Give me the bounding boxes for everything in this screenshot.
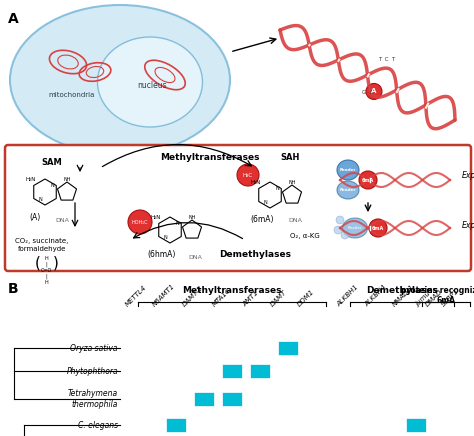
Text: DNA: DNA xyxy=(55,218,69,223)
Circle shape xyxy=(334,226,342,234)
Text: Phytophthora: Phytophthora xyxy=(66,367,118,375)
Text: H₂N: H₂N xyxy=(251,180,261,184)
Text: N: N xyxy=(175,221,179,225)
Text: CO₂, succinate,: CO₂, succinate, xyxy=(15,238,69,244)
Bar xyxy=(166,418,186,432)
Text: DAMT-1: DAMT-1 xyxy=(181,285,204,308)
Text: N: N xyxy=(163,235,167,239)
Text: (: ( xyxy=(35,255,41,270)
Ellipse shape xyxy=(98,37,202,127)
Text: B: B xyxy=(8,282,18,296)
Text: NH: NH xyxy=(63,177,71,181)
Text: Methyltransferases: Methyltransferases xyxy=(160,153,260,162)
Text: O₂, α-KG: O₂, α-KG xyxy=(290,233,320,239)
Text: ALKBH4: ALKBH4 xyxy=(364,284,388,308)
Text: (A): (A) xyxy=(29,213,41,222)
Text: NH: NH xyxy=(188,215,196,219)
Text: mitochondria: mitochondria xyxy=(49,92,95,98)
Text: SAM: SAM xyxy=(42,158,63,167)
Text: N6AMT1: N6AMT1 xyxy=(151,283,176,308)
Ellipse shape xyxy=(10,5,230,155)
Bar xyxy=(222,392,242,406)
Text: A: A xyxy=(371,89,377,95)
Text: SAH: SAH xyxy=(280,153,300,162)
Text: DAMT: DAMT xyxy=(269,290,288,308)
Text: (6mA): (6mA) xyxy=(250,215,274,224)
Ellipse shape xyxy=(337,160,359,180)
Bar xyxy=(194,392,214,406)
Text: formaldehyde: formaldehyde xyxy=(18,246,66,252)
Text: Jumu: Jumu xyxy=(415,291,432,308)
Circle shape xyxy=(336,216,344,224)
Text: DDM1: DDM1 xyxy=(297,289,316,308)
Text: nucleus: nucleus xyxy=(137,81,167,89)
Text: N: N xyxy=(263,200,267,204)
Text: Reader: Reader xyxy=(340,168,356,172)
Text: H
|
C=O
|
H: H | C=O | H xyxy=(40,256,52,285)
Text: H₃C: H₃C xyxy=(243,173,253,177)
Text: NH: NH xyxy=(288,180,296,184)
Text: N: N xyxy=(275,185,279,191)
Text: SSBP1: SSBP1 xyxy=(440,288,460,308)
Text: Expression: Expression xyxy=(462,170,474,180)
Bar xyxy=(222,364,242,378)
Text: DNA: DNA xyxy=(288,218,302,223)
Text: H₂N: H₂N xyxy=(26,177,36,181)
Ellipse shape xyxy=(343,218,367,238)
Text: 6mA: 6mA xyxy=(372,225,384,231)
Text: C. elegans: C. elegans xyxy=(78,420,118,429)
Text: 6mA: 6mA xyxy=(362,177,374,183)
Text: Reader: Reader xyxy=(340,188,356,192)
FancyBboxPatch shape xyxy=(5,145,471,271)
Text: ): ) xyxy=(53,255,59,270)
Text: NMAD-1: NMAD-1 xyxy=(392,284,416,308)
Text: Methyltransferases: Methyltransferases xyxy=(182,286,282,295)
Text: AMT1: AMT1 xyxy=(242,290,260,308)
Text: Oryza sativa: Oryza sativa xyxy=(71,344,118,352)
Circle shape xyxy=(128,210,152,234)
Circle shape xyxy=(369,219,387,237)
Circle shape xyxy=(366,83,382,99)
Text: T  C  T: T C T xyxy=(378,57,395,62)
Text: DNA: DNA xyxy=(188,255,202,260)
Circle shape xyxy=(341,231,349,239)
Text: Reader: Reader xyxy=(348,226,362,230)
Text: Demethylases: Demethylases xyxy=(366,286,438,295)
Ellipse shape xyxy=(337,181,359,199)
Text: Tetrahymena
thermophila: Tetrahymena thermophila xyxy=(68,389,118,409)
Circle shape xyxy=(237,164,259,186)
Text: ALKBH1: ALKBH1 xyxy=(336,284,360,308)
Bar xyxy=(278,341,298,355)
Text: N: N xyxy=(38,197,42,201)
Text: (6hmA): (6hmA) xyxy=(148,250,176,259)
Text: A: A xyxy=(8,12,19,26)
Text: G  A: G A xyxy=(362,90,374,95)
Text: H₂N: H₂N xyxy=(151,215,161,219)
Text: Expression: Expression xyxy=(462,221,474,229)
Text: DMAD: DMAD xyxy=(425,289,444,308)
Text: Demethylases: Demethylases xyxy=(219,250,291,259)
Circle shape xyxy=(359,171,377,189)
Text: N: N xyxy=(50,183,54,187)
Text: METTL4: METTL4 xyxy=(125,284,148,308)
Bar xyxy=(406,418,426,432)
Bar xyxy=(250,364,270,378)
Text: MTA1c: MTA1c xyxy=(212,288,232,308)
Text: HOH₂C: HOH₂C xyxy=(132,219,148,225)
Text: proteins recognizing
6mA: proteins recognizing 6mA xyxy=(401,286,474,305)
